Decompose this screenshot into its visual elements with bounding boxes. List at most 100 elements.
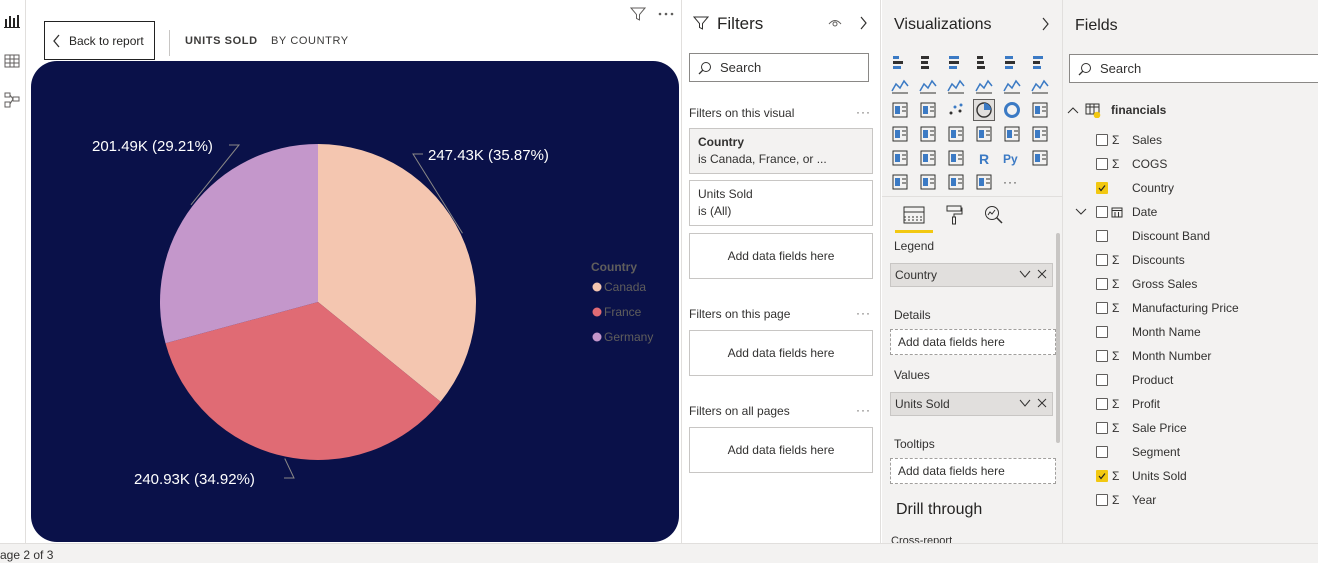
- fields-tab-icon[interactable]: [902, 203, 926, 227]
- add-page-filter-field[interactable]: Add data fields here: [689, 330, 873, 376]
- pie-slice-germany[interactable]: [160, 144, 318, 344]
- pie-slice-france[interactable]: [165, 302, 441, 461]
- waterfall-chart-icon[interactable]: [890, 100, 910, 120]
- line-chart-icon[interactable]: [890, 76, 910, 96]
- field-item-gross-sales[interactable]: Σ Gross Sales: [1063, 274, 1318, 294]
- pie-chart-visual[interactable]: 247.43K (35.87%) 240.93K (34.92%) 201.49…: [31, 61, 679, 542]
- field-checkbox[interactable]: [1096, 278, 1108, 290]
- map-icon[interactable]: [890, 124, 910, 144]
- back-to-report-button[interactable]: Back to report: [44, 21, 155, 60]
- table-financials[interactable]: financials: [1063, 100, 1318, 120]
- filled-map-icon[interactable]: [918, 124, 938, 144]
- more-visuals-button[interactable]: ···: [1003, 175, 1018, 189]
- field-item-product[interactable]: Product: [1063, 370, 1318, 390]
- add-report-filter-field[interactable]: Add data fields here: [689, 427, 873, 473]
- field-checkbox[interactable]: [1096, 470, 1108, 482]
- field-item-date[interactable]: Date: [1063, 202, 1318, 222]
- 100-stacked-column-chart-icon[interactable]: [1030, 52, 1050, 72]
- close-icon[interactable]: [1036, 268, 1048, 280]
- filter-card-country[interactable]: Country is Canada, France, or ...: [689, 128, 873, 174]
- field-item-month-name[interactable]: Month Name: [1063, 322, 1318, 342]
- field-checkbox[interactable]: [1096, 326, 1108, 338]
- clustered-column-chart-icon[interactable]: [974, 52, 994, 72]
- details-well-dropzone[interactable]: Add data fields here: [890, 329, 1056, 355]
- data-view-icon[interactable]: [3, 52, 21, 70]
- smart-narrative-icon[interactable]: [946, 172, 966, 192]
- format-paint-roller-icon[interactable]: [942, 203, 966, 227]
- stacked-area-chart-icon[interactable]: [946, 76, 966, 96]
- area-chart-icon[interactable]: [918, 76, 938, 96]
- donut-chart-icon[interactable]: [1002, 100, 1022, 120]
- 100-stacked-bar-chart-icon[interactable]: [1002, 52, 1022, 72]
- tooltips-well-dropzone[interactable]: Add data fields here: [890, 458, 1056, 484]
- visual-more-options-icon[interactable]: [656, 6, 676, 22]
- treemap-icon[interactable]: [1030, 100, 1050, 120]
- field-checkbox[interactable]: [1096, 158, 1108, 170]
- filters-on-page-more[interactable]: ···: [856, 306, 871, 320]
- chevron-down-icon[interactable]: [1075, 208, 1087, 216]
- r-visual-icon[interactable]: R: [974, 148, 994, 168]
- funnel-chart-icon[interactable]: [918, 100, 938, 120]
- filters-on-all-pages-more[interactable]: ···: [856, 403, 871, 417]
- fields-search-input[interactable]: Search: [1069, 54, 1318, 83]
- field-item-manufacturing-price[interactable]: Σ Manufacturing Price: [1063, 298, 1318, 318]
- field-checkbox[interactable]: [1096, 422, 1108, 434]
- field-checkbox[interactable]: [1096, 230, 1108, 242]
- chevron-up-icon[interactable]: [1067, 106, 1079, 114]
- table-visual-icon[interactable]: [918, 148, 938, 168]
- legend-item-canada[interactable]: Canada: [604, 280, 646, 294]
- legend-item-germany[interactable]: Germany: [604, 330, 653, 344]
- field-item-units-sold[interactable]: Σ Units Sold: [1063, 466, 1318, 486]
- analytics-magnifier-icon[interactable]: [982, 203, 1006, 227]
- viz-pane-scrollbar[interactable]: [1056, 233, 1060, 443]
- slicer-icon[interactable]: [890, 148, 910, 168]
- values-well-field-pill[interactable]: Units Sold: [890, 392, 1053, 416]
- pie-chart-icon[interactable]: [973, 99, 995, 121]
- field-item-cogs[interactable]: Σ COGS: [1063, 154, 1318, 174]
- field-item-year[interactable]: Σ Year: [1063, 490, 1318, 510]
- add-visual-filter-field[interactable]: Add data fields here: [689, 233, 873, 279]
- report-view-icon[interactable]: [3, 12, 21, 30]
- legend-item-france[interactable]: France: [604, 305, 642, 319]
- field-item-profit[interactable]: Σ Profit: [1063, 394, 1318, 414]
- field-item-discounts[interactable]: Σ Discounts: [1063, 250, 1318, 270]
- field-checkbox[interactable]: [1096, 494, 1108, 506]
- field-checkbox[interactable]: [1096, 350, 1108, 362]
- field-checkbox[interactable]: [1096, 374, 1108, 386]
- close-icon[interactable]: [1036, 397, 1048, 409]
- line-clustered-column-chart-icon[interactable]: [1002, 76, 1022, 96]
- card-icon[interactable]: [974, 124, 994, 144]
- decomposition-tree-icon[interactable]: [890, 172, 910, 192]
- chevron-down-icon[interactable]: [1019, 397, 1031, 409]
- field-checkbox[interactable]: [1096, 446, 1108, 458]
- filter-card-units-sold[interactable]: Units Sold is (All): [689, 180, 873, 226]
- kpi-icon[interactable]: [1030, 124, 1050, 144]
- chevron-down-icon[interactable]: [1019, 268, 1031, 280]
- visual-filter-icon[interactable]: [630, 6, 646, 22]
- multi-row-card-icon[interactable]: [1002, 124, 1022, 144]
- clustered-bar-chart-icon[interactable]: [946, 52, 966, 72]
- field-checkbox[interactable]: [1096, 182, 1108, 194]
- pie-slice-canada[interactable]: [318, 144, 476, 402]
- collapse-filters-icon[interactable]: [860, 16, 868, 30]
- eye-icon[interactable]: [828, 17, 842, 29]
- field-checkbox[interactable]: [1096, 254, 1108, 266]
- stacked-bar-chart-icon[interactable]: [890, 52, 910, 72]
- legend-well-field-pill[interactable]: Country: [890, 263, 1053, 287]
- stacked-column-chart-icon[interactable]: [918, 52, 938, 72]
- paginated-report-icon[interactable]: [974, 172, 994, 192]
- field-checkbox[interactable]: [1096, 206, 1108, 218]
- field-item-sale-price[interactable]: Σ Sale Price: [1063, 418, 1318, 438]
- field-checkbox[interactable]: [1096, 398, 1108, 410]
- field-checkbox[interactable]: [1096, 134, 1108, 146]
- key-influencers-icon[interactable]: [1030, 148, 1050, 168]
- line-column-chart-icon[interactable]: [974, 76, 994, 96]
- collapse-visualizations-icon[interactable]: [1042, 17, 1050, 31]
- field-item-sales[interactable]: Σ Sales: [1063, 130, 1318, 150]
- python-visual-icon[interactable]: Py: [1002, 148, 1022, 168]
- gauge-icon[interactable]: [946, 124, 966, 144]
- field-checkbox[interactable]: [1096, 302, 1108, 314]
- field-item-month-number[interactable]: Σ Month Number: [1063, 346, 1318, 366]
- field-item-discount-band[interactable]: Discount Band: [1063, 226, 1318, 246]
- qa-icon[interactable]: [918, 172, 938, 192]
